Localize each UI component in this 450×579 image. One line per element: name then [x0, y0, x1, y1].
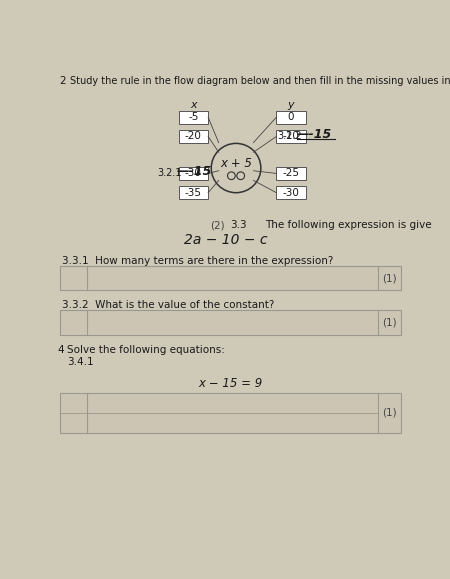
Text: -35: -35 — [185, 188, 202, 197]
Text: (1): (1) — [382, 318, 397, 328]
Text: -20: -20 — [185, 131, 202, 141]
Bar — [179, 130, 208, 143]
Text: -5: -5 — [188, 112, 198, 122]
Bar — [60, 393, 401, 433]
Text: 3.3.1  How many terms are there in the expression?: 3.3.1 How many terms are there in the ex… — [63, 256, 334, 266]
Text: (1): (1) — [382, 408, 397, 418]
Text: 4: 4 — [58, 345, 64, 355]
Bar — [276, 167, 306, 180]
Bar — [60, 266, 401, 291]
Text: Solve the following equations:: Solve the following equations: — [67, 345, 225, 355]
Bar — [276, 130, 306, 143]
Text: -30: -30 — [283, 188, 300, 197]
Text: 2: 2 — [59, 76, 66, 86]
Text: x: x — [190, 100, 197, 110]
Text: 3.3: 3.3 — [230, 221, 247, 230]
Text: —-15: —-15 — [176, 166, 212, 178]
Text: x + 5: x + 5 — [220, 157, 252, 170]
Bar — [179, 111, 208, 124]
Text: -30: -30 — [185, 168, 202, 178]
Bar — [276, 111, 306, 124]
Text: x − 15 = 9: x − 15 = 9 — [198, 378, 263, 390]
Bar — [179, 186, 208, 199]
Bar — [60, 310, 401, 335]
Text: (2): (2) — [210, 221, 225, 230]
Text: -10: -10 — [283, 131, 300, 141]
Text: The following expression is give: The following expression is give — [266, 221, 432, 230]
Text: y: y — [288, 100, 294, 110]
Text: 2a − 10 − c: 2a − 10 − c — [184, 233, 268, 247]
Text: Study the rule in the flow diagram below and then fill in the missing values in : Study the rule in the flow diagram below… — [70, 76, 450, 86]
Text: 3.3.2  What is the value of the constant?: 3.3.2 What is the value of the constant? — [63, 301, 275, 310]
Bar — [276, 186, 306, 199]
Text: —-15: —-15 — [297, 129, 332, 141]
Text: (1): (1) — [382, 273, 397, 283]
Text: 3.4.1: 3.4.1 — [67, 357, 94, 368]
Text: -25: -25 — [283, 168, 300, 178]
Text: 3.2.1: 3.2.1 — [157, 168, 181, 178]
Bar — [179, 167, 208, 180]
Text: 3.2.2: 3.2.2 — [277, 131, 302, 141]
Text: 0: 0 — [288, 112, 294, 122]
